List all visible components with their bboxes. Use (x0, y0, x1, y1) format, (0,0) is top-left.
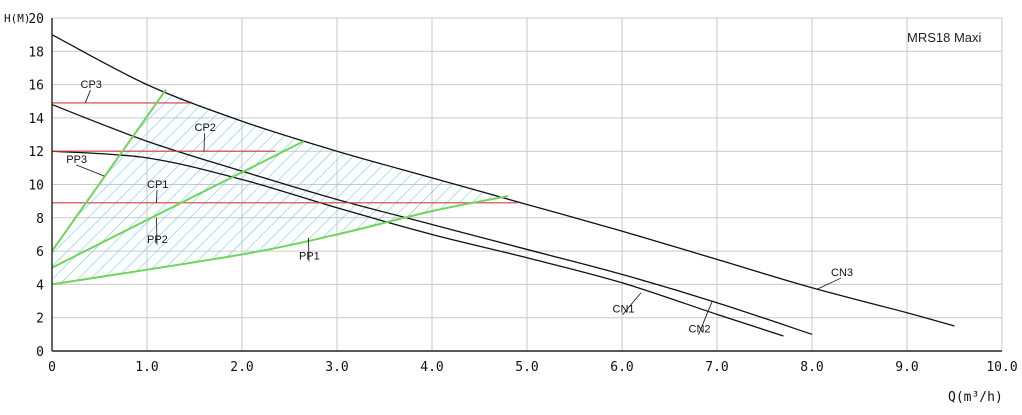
y-tick-label: 20 (28, 12, 44, 27)
y-tick-label: 18 (28, 45, 44, 60)
series-pp1 (51, 195, 509, 286)
leader-line (76, 164, 105, 177)
curve-label-cp2: CP2 (195, 122, 216, 134)
x-tick-label: 9.0 (895, 360, 918, 375)
x-tick-label: 4.0 (420, 360, 443, 375)
x-tick-label: 3.0 (325, 360, 348, 375)
y-tick-label: 14 (28, 112, 44, 127)
curve-label-pp1: PP1 (299, 250, 320, 262)
leader-line (84, 89, 91, 104)
y-tick-label: 10 (28, 179, 44, 194)
curve-label-cp1: CP1 (147, 179, 168, 191)
leader-line (816, 277, 842, 290)
curve-label-cp3: CP3 (81, 79, 102, 91)
y-tick-label: 8 (36, 212, 44, 227)
y-tick-label: 16 (28, 79, 44, 94)
series-cn3 (51, 34, 955, 327)
curve-label-cn3: CN3 (831, 267, 853, 279)
series-pp2 (51, 140, 305, 269)
leader-line (698, 300, 713, 335)
leader-line (156, 217, 158, 245)
leader-line (622, 292, 642, 315)
series-cn1 (51, 150, 784, 337)
leader-line (156, 189, 158, 203)
y-tick-label: 2 (36, 312, 44, 327)
curve-label-pp2: PP2 (147, 234, 168, 246)
leader-line (203, 133, 205, 152)
y-tick-label: 4 (36, 278, 44, 293)
y-tick-label: 12 (28, 145, 44, 160)
curve-label-pp3: PP3 (66, 154, 87, 166)
series-layer (51, 34, 955, 337)
x-tick-label: 5.0 (515, 360, 538, 375)
series-cn2 (51, 103, 813, 335)
x-tick-label: 7.0 (705, 360, 728, 375)
leader-line (308, 237, 310, 262)
x-tick-label: 1.0 (135, 360, 158, 375)
x-axis-label: Q(m³/h) (948, 390, 1003, 405)
axes: 0 1.0 2.0 3.0 4.0 5.0 6.0 7.0 8.0 9.0 10.0 0 2 4 6 8 10 1… (28, 12, 1017, 375)
y-tick-label: 6 (36, 245, 44, 260)
x-tick-label: 6.0 (610, 360, 633, 375)
x-tick-label: 2.0 (230, 360, 253, 375)
x-tick-label: 10.0 (986, 360, 1017, 375)
hatched-region (52, 89, 508, 285)
operating-region (52, 89, 508, 285)
curve-label-cn1: CN1 (613, 304, 635, 316)
x-tick-label: 0 (48, 360, 56, 375)
curve-label-cn2: CN2 (689, 324, 711, 336)
y-tick-label: 0 (36, 345, 44, 360)
curve-labels: CP3 CP2 PP3 CP1 PP2 PP1 CN3 CN2 CN1 (66, 79, 853, 336)
chart-title: MRS18 Maxi (907, 30, 982, 45)
x-tick-label: 8.0 (800, 360, 823, 375)
series-pp3 (51, 89, 167, 252)
y-axis-label: H(M) (4, 12, 31, 25)
